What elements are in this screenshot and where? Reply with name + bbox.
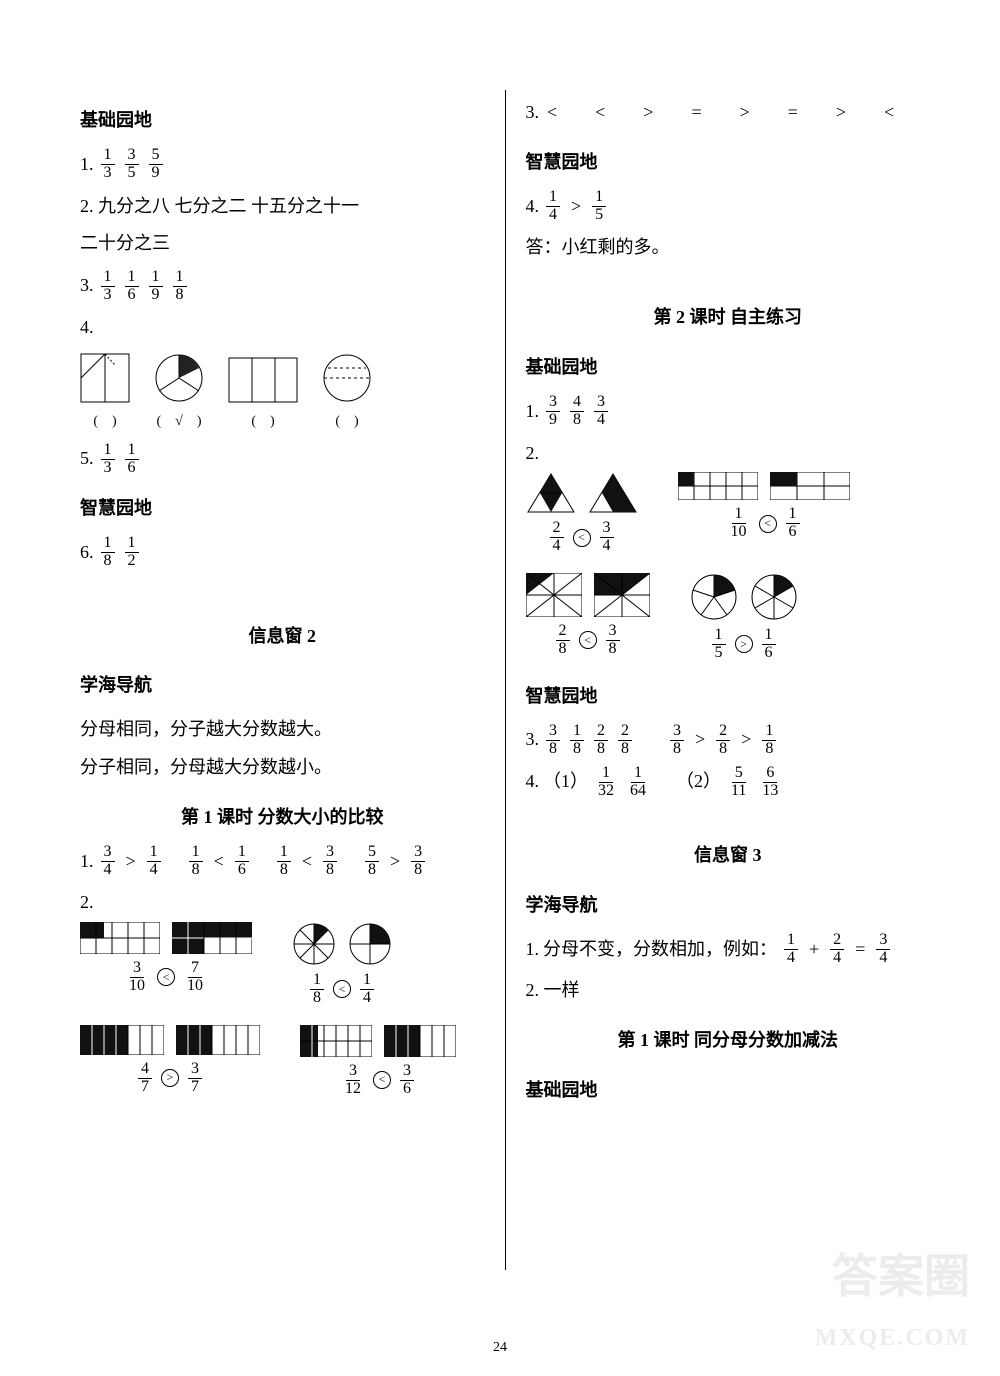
right-q4-ans: 答：小红剩的多。 [526,229,931,267]
left-q4-label: 4. [80,309,485,347]
heading-info3: 信息窗 3 [526,837,931,875]
pie-icon [750,573,798,621]
grid-icon [300,1025,372,1057]
q1-label: 1. [526,393,540,431]
right-column: 3. < < > = > = > < 智慧园地 4. 14 > 15 答：小红剩… [506,90,951,1270]
pie-icon [690,573,738,621]
nav-q1: 1. 分母不变，分数相加，例如： 14 + 24 = 34 [526,931,931,969]
grid-icon [172,922,252,954]
q5-label: 5. [80,440,94,478]
q6-label: 6. [80,534,94,572]
page-number: 24 [0,1340,1000,1356]
compare: 312 < 36 [339,1063,417,1098]
left-q5: 5. 13 16 [80,440,485,478]
q3-label: 3. [526,94,540,132]
frac: 13 [101,442,115,477]
right-q4: 4. 14 > 15 [526,188,931,226]
left-l2-shapes: 310 < 710 18 < 14 [80,922,485,1101]
pie-icon [292,922,336,966]
heading-lesson2: 第 2 课时 自主练习 [526,299,931,337]
heading-smart: 智慧园地 [526,144,931,182]
shape-circle: ( ) [322,353,372,436]
heading-smart: 智慧园地 [80,490,485,528]
frac: 18 [101,535,115,570]
right-q4b: 4. （1） 132 164 （2） 511 613 [526,763,931,801]
nav-q1-label: 1. [526,931,540,969]
heading-basic: 基础园地 [80,102,485,140]
heading-smart2: 智慧园地 [526,678,931,716]
grid-icon [526,573,582,617]
nav-q2-text: 一样 [544,980,580,1000]
heading-info2: 信息窗 2 [80,618,485,656]
left-l1: 1. 34 > 14 18 < 16 18 < 38 58 > 38 [80,843,485,881]
shape-square: ( ) [80,353,130,436]
grid-icon [80,1025,164,1055]
columns: 基础园地 1. 13 35 59 2. 九分之八 七分之二 十五分之十一 二十分… [60,90,950,1270]
left-q4-shapes: ( ) ( √ ) ( ) ( ) [80,353,485,436]
q3-label: 3. [80,267,94,305]
q4b-p1-label: （1） [543,763,588,801]
left-q3: 3. 13 16 19 18 [80,267,485,305]
left-q1: 1. 13 35 59 [80,146,485,184]
left-q2-cont: 二十分之三 [80,225,485,263]
grid-icon [176,1025,260,1055]
frac: 16 [125,442,139,477]
mark: ( √ ) [156,407,201,436]
grid-icon [678,472,758,500]
left-q6: 6. 18 12 [80,534,485,572]
q1-label: 1. [80,146,94,184]
nav-q1-text: 分母不变，分数相加，例如： [543,931,777,969]
right-q1: 1. 39 48 34 [526,393,931,431]
heading-basic2: 基础园地 [526,1072,931,1110]
q2-label: 2. [80,196,94,216]
frac: 13 [101,269,115,304]
nav-q2-label: 2. [526,980,540,1000]
left-column: 基础园地 1. 13 35 59 2. 九分之八 七分之二 十五分之十一 二十分… [60,90,506,1270]
frac: 35 [125,147,139,182]
q2-label: 2. [526,435,931,473]
heading-nav: 学海导航 [80,667,485,705]
left-q2: 2. 九分之八 七分之二 十五分之十一 [80,188,485,226]
l2-label: 2. [80,884,485,922]
frac: 19 [149,269,163,304]
mark: ( ) [93,407,116,436]
mark: ( ) [335,407,358,436]
triangle-icon [588,472,638,514]
q3b-label: 3. [526,721,540,759]
q2-text: 九分之八 七分之二 十五分之十一 [98,196,359,216]
grid-icon [80,922,160,954]
heading-lesson1b: 第 1 课时 同分母分数加减法 [526,1022,931,1060]
frac: 12 [125,535,139,570]
triangle-icon [526,472,576,514]
pie-icon [348,922,392,966]
page: 基础园地 1. 13 35 59 2. 九分之八 七分之二 十五分之十一 二十分… [0,0,1000,1376]
nav-p1: 分母相同，分子越大分数越大。 [80,711,485,749]
q4-label: 4. [526,188,540,226]
frac: 16 [125,269,139,304]
compare: 18 < 14 [307,972,377,1007]
right-q3: 3. < < > = > = > < [526,94,931,132]
q4b-p2-label: （2） [676,763,721,801]
frac: 13 [101,147,115,182]
compare: 310 < 710 [123,960,209,995]
heading-lesson1: 第 1 课时 分数大小的比较 [80,799,485,837]
q4b-label: 4. [526,763,540,801]
mark: ( ) [251,407,274,436]
q3-seq: < < > = > = > < [547,94,904,132]
frac: 59 [149,147,163,182]
grid-icon [384,1025,456,1057]
shape-rect: ( ) [228,357,298,436]
heading-basic: 基础园地 [526,349,931,387]
heading-nav2: 学海导航 [526,887,931,925]
right-q2-shapes: 24 < 34 110 < 16 [526,472,931,665]
compare: 47 > 37 [135,1061,205,1096]
frac: 18 [173,269,187,304]
nav-q2: 2. 一样 [526,972,931,1010]
grid-icon [770,472,850,500]
right-q3b: 3. 38 18 28 28 38 > 28 > 18 [526,721,931,759]
shape-pie: ( √ ) [154,353,204,436]
grid-icon [594,573,650,617]
nav-p2: 分子相同，分母越大分数越小。 [80,749,485,787]
l1-label: 1. [80,843,94,881]
